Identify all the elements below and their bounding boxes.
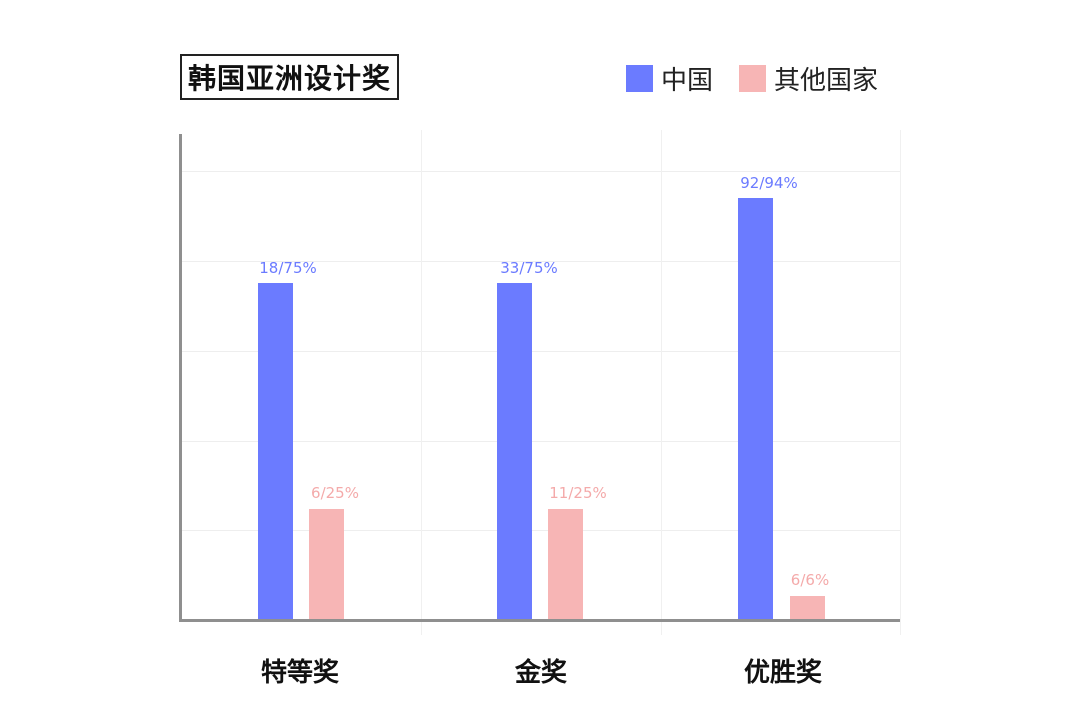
bar-china-merit — [738, 198, 773, 620]
bar-other-special — [309, 509, 344, 620]
legend-label-china: 中国 — [661, 66, 714, 96]
bar-other-gold — [548, 509, 583, 620]
category-label-gold: 金奖 — [514, 658, 568, 688]
x-axis — [179, 619, 900, 622]
legend-item-china: 中国 — [626, 60, 713, 97]
bar-label-china-merit: 92/94% — [740, 174, 798, 192]
legend: 中国 其他国家 — [626, 60, 904, 97]
bar-other-merit — [790, 596, 825, 620]
gridline — [181, 261, 900, 262]
category-label-merit: 优胜奖 — [743, 658, 823, 688]
bar-china-gold — [497, 283, 532, 620]
bar-china-special — [258, 283, 293, 620]
gridline — [900, 130, 901, 635]
bar-label-china-gold: 33/75% — [500, 259, 558, 277]
bar-label-other-special: 6/25% — [311, 484, 359, 502]
legend-label-other: 其他国家 — [774, 66, 879, 96]
gridline — [181, 351, 900, 352]
legend-item-other: 其他国家 — [739, 60, 878, 97]
gridline — [181, 441, 900, 442]
legend-swatch-china — [626, 65, 653, 92]
gridline — [421, 130, 422, 635]
plot-area — [181, 130, 901, 635]
bar-label-other-gold: 11/25% — [549, 484, 607, 502]
bar-label-other-merit: 6/6% — [790, 571, 830, 589]
gridline — [181, 530, 900, 531]
category-label-special: 特等奖 — [260, 658, 340, 688]
gridline — [181, 171, 900, 172]
chart-title: 韩国亚洲设计奖 — [180, 54, 400, 100]
gridline — [661, 130, 662, 635]
legend-swatch-other — [739, 65, 767, 92]
bar-label-china-special: 18/75% — [259, 259, 317, 277]
y-axis — [179, 134, 182, 622]
